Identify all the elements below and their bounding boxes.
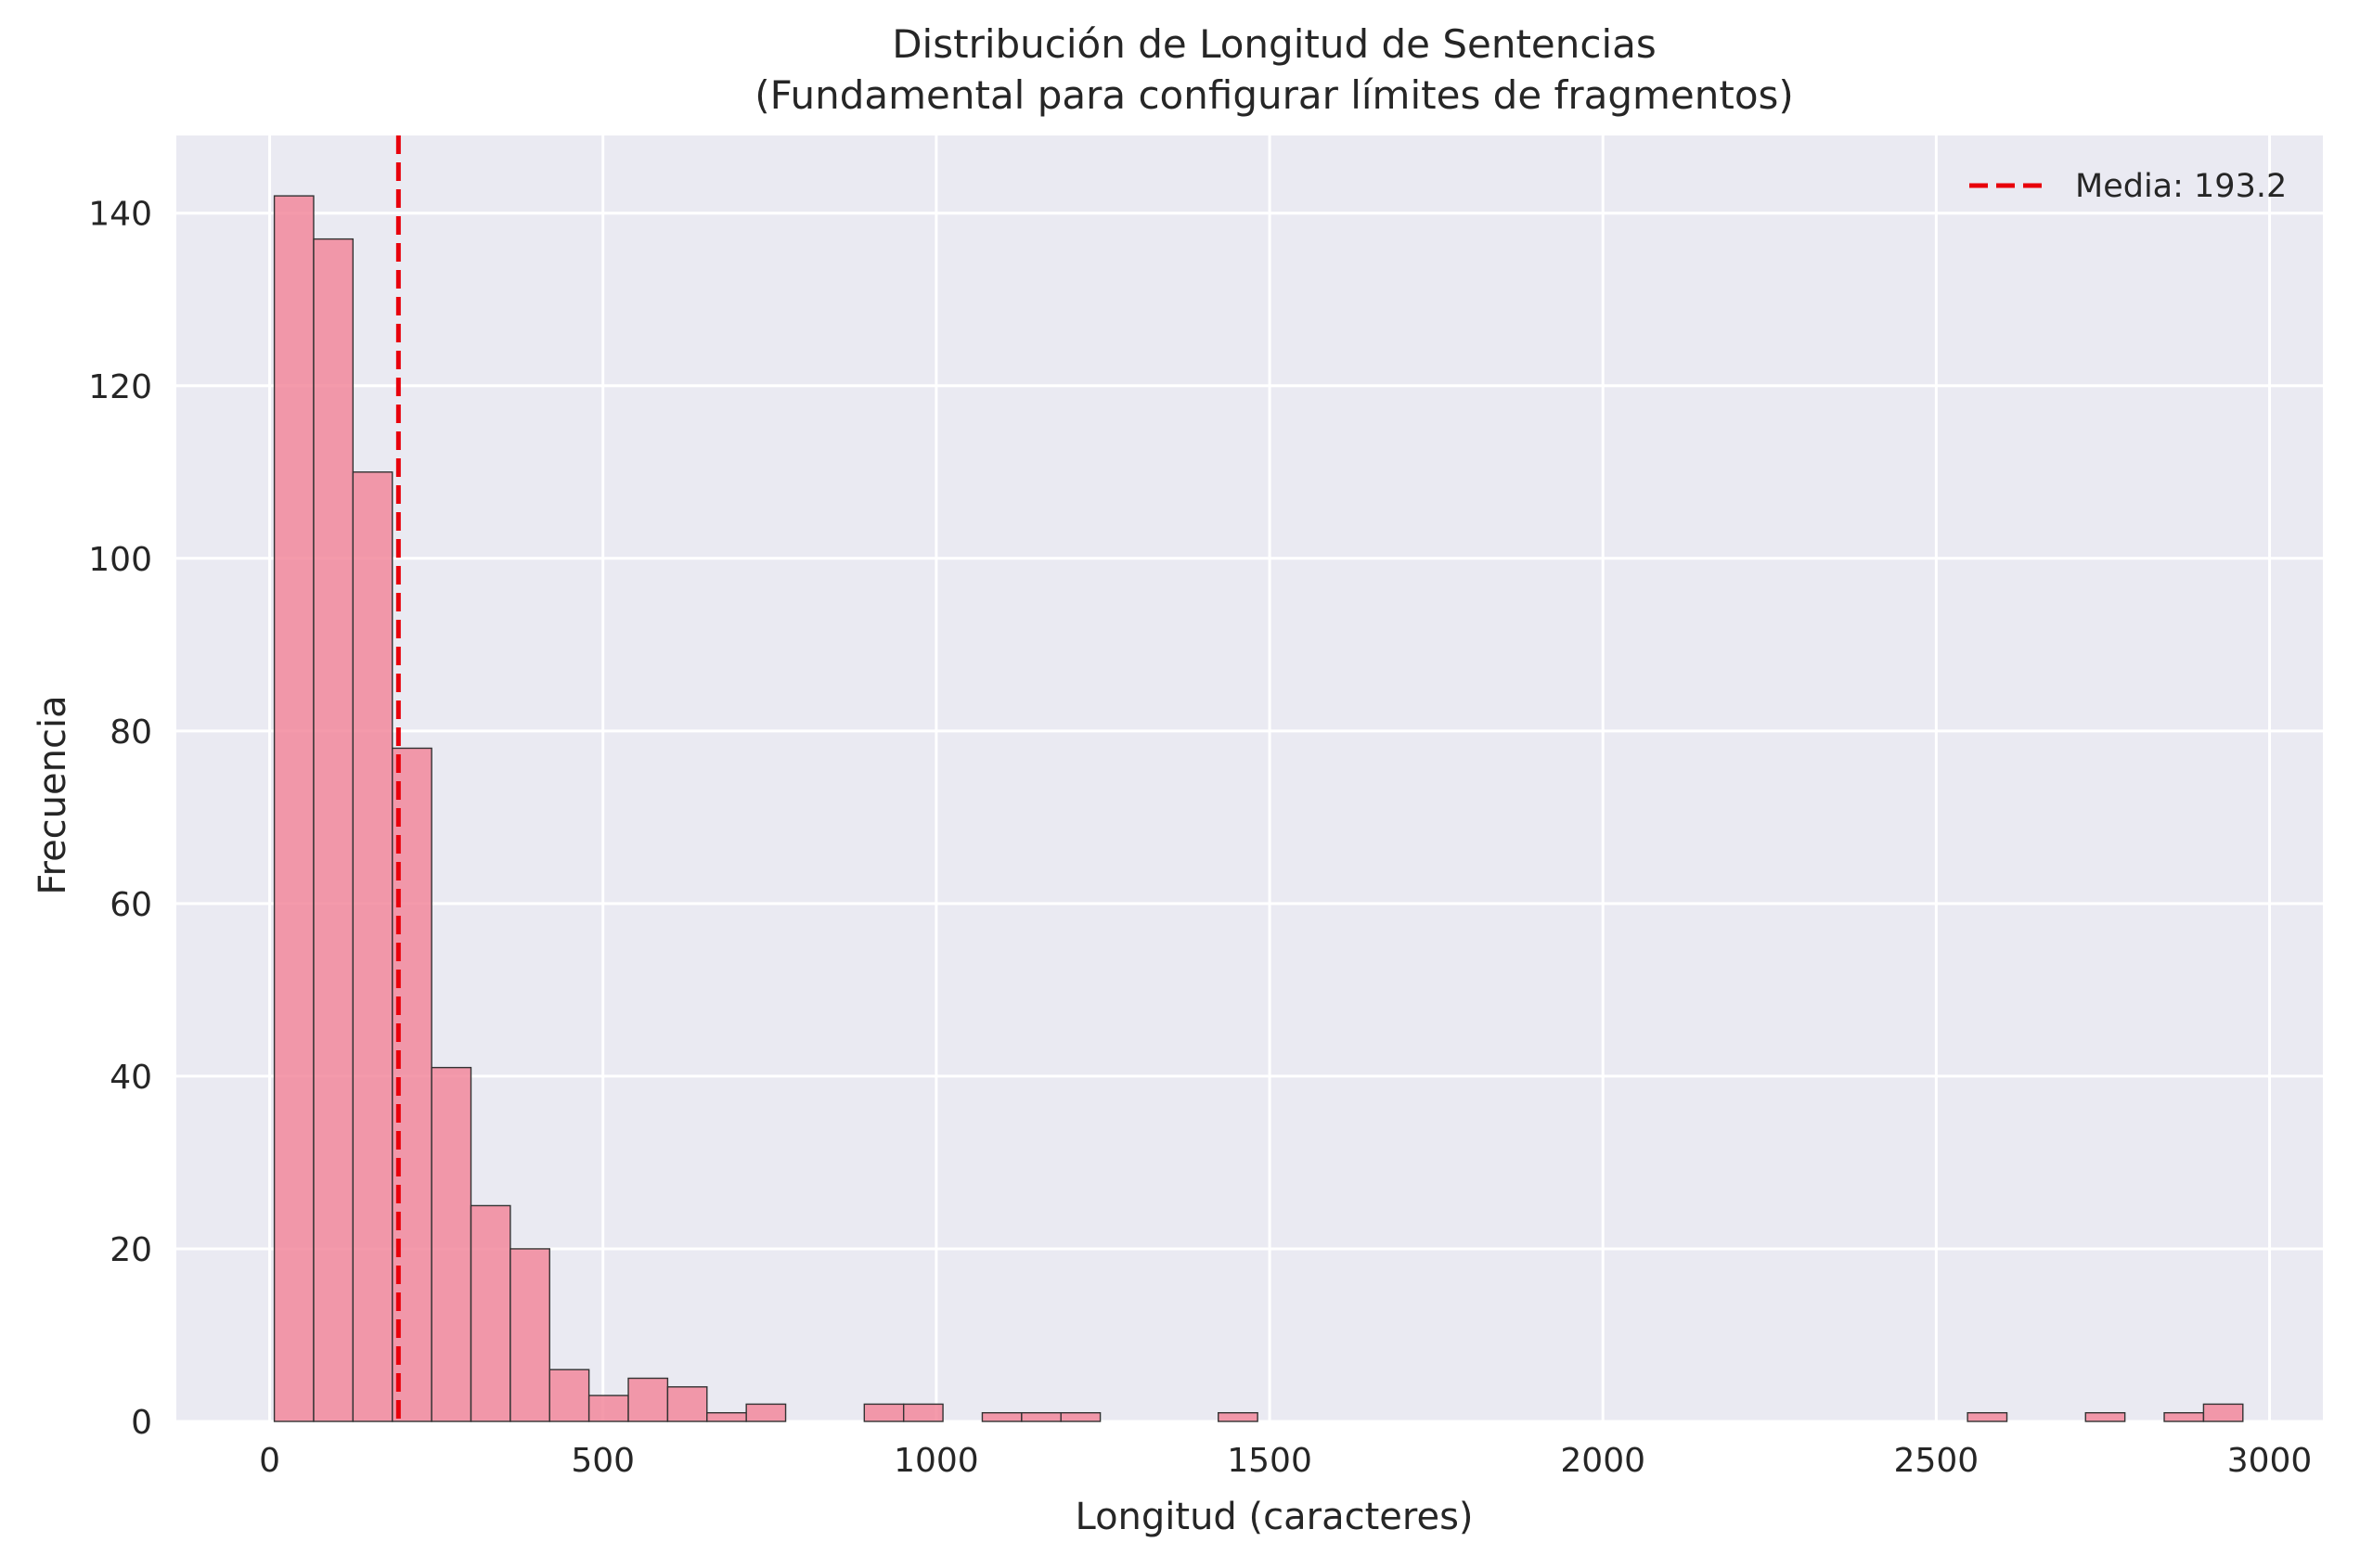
x-axis-ticks: 0 500 1000 1500 2000 2500 3000	[259, 1442, 2312, 1480]
histogram-bar	[706, 1411, 747, 1422]
histogram-bar	[470, 1204, 511, 1422]
x-tick-label: 500	[571, 1442, 635, 1480]
histogram-bar	[627, 1377, 669, 1422]
x-tick-label: 1000	[894, 1442, 979, 1480]
y-axis-label: Frecuencia	[32, 695, 74, 894]
histogram-bar	[1060, 1411, 1102, 1422]
y-tick-label: 20	[110, 1231, 152, 1269]
plot-area	[176, 135, 2323, 1423]
x-tick-label: 1500	[1227, 1442, 1312, 1480]
plot-background	[176, 135, 2323, 1421]
histogram-bar	[1967, 1411, 2008, 1422]
histogram-bar	[431, 1066, 472, 1422]
histogram-bar	[745, 1403, 787, 1422]
y-axis-ticks: 0 20 40 60 80 100 120 140	[88, 196, 152, 1442]
histogram-bar	[666, 1386, 708, 1422]
x-tick-label: 2500	[1894, 1442, 1980, 1480]
histogram-bar	[2163, 1411, 2205, 1422]
y-tick-label: 40	[110, 1059, 152, 1097]
histogram-bar	[352, 471, 393, 1422]
histogram-bar	[2084, 1411, 2126, 1422]
chart-subtitle: (Fundamental para configurar límites de …	[754, 72, 1794, 118]
y-tick-label: 140	[88, 196, 152, 234]
legend-mean-label: Media: 193.2	[2075, 168, 2287, 205]
histogram-bar	[902, 1403, 944, 1422]
y-tick-label: 0	[131, 1404, 152, 1442]
histogram-bar	[587, 1394, 629, 1422]
x-axis-label: Longitud (caracteres)	[1075, 1496, 1473, 1538]
y-tick-label: 100	[88, 541, 152, 579]
histogram-bar	[981, 1411, 1023, 1422]
x-tick-label: 2000	[1560, 1442, 1645, 1480]
histogram-bar	[548, 1369, 590, 1422]
legend: Media: 193.2	[1969, 168, 2287, 205]
histogram-bar	[1218, 1411, 1258, 1422]
histogram-bars	[273, 195, 2244, 1422]
histogram-bar	[313, 238, 355, 1422]
y-tick-label: 60	[110, 886, 152, 924]
histogram-bar	[273, 195, 315, 1422]
y-tick-label: 80	[110, 713, 152, 752]
histogram-bar	[1021, 1411, 1062, 1422]
x-tick-label: 3000	[2227, 1442, 2313, 1480]
chart-title: Distribución de Longitud de Sentencias	[892, 21, 1657, 67]
histogram-bar	[509, 1248, 550, 1422]
histogram-bar	[2202, 1403, 2244, 1422]
x-tick-label: 0	[259, 1442, 280, 1480]
histogram-bar	[863, 1403, 905, 1422]
y-tick-label: 120	[88, 368, 152, 406]
